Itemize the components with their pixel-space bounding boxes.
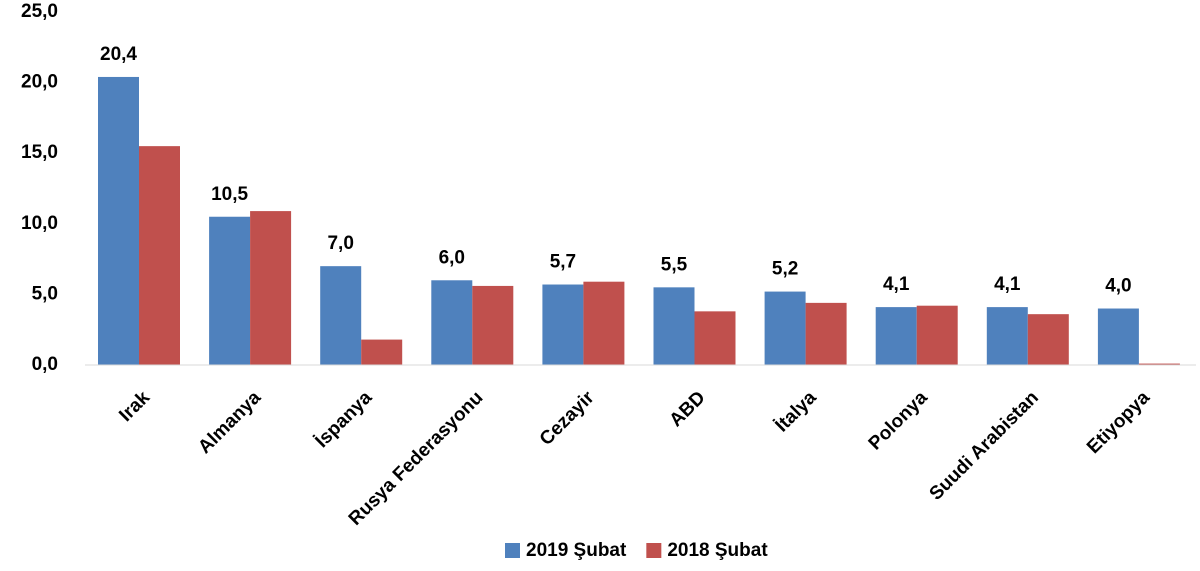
- x-tick-label: ABD: [666, 387, 710, 431]
- x-tick-label: Etiyopya: [1083, 387, 1154, 458]
- data-label: 4,1: [994, 274, 1021, 295]
- data-label: 4,1: [883, 274, 910, 295]
- data-label: 6,0: [439, 247, 465, 268]
- legend-swatch: [505, 543, 520, 558]
- y-tick-label: 10,0: [21, 213, 58, 234]
- data-label: 5,2: [772, 259, 798, 280]
- bar: [431, 280, 473, 365]
- x-tick-label: Polonya: [865, 387, 932, 454]
- x-tick-label: Suudi Arabistan: [926, 387, 1043, 504]
- bar: [583, 281, 625, 365]
- bar: [250, 211, 292, 365]
- data-label: 4,0: [1105, 276, 1131, 297]
- x-tick-label: Almanya: [194, 387, 265, 458]
- bar: [1027, 314, 1069, 365]
- bar: [320, 266, 362, 365]
- bar: [472, 285, 514, 365]
- x-tick-label: Irak: [115, 387, 154, 426]
- x-tick-label: İspanya: [311, 387, 376, 452]
- y-tick-label: 25,0: [21, 1, 58, 22]
- bar: [764, 291, 806, 365]
- bar: [986, 307, 1028, 365]
- x-tick-label: İtalya: [771, 387, 821, 437]
- y-tick-label: 20,0: [21, 72, 58, 93]
- bar: [1097, 308, 1139, 365]
- data-label: 10,5: [211, 184, 248, 205]
- bar: [139, 146, 180, 365]
- bar: [98, 76, 139, 366]
- bar: [361, 339, 403, 365]
- y-tick-label: 15,0: [21, 142, 58, 163]
- bar: [694, 311, 736, 365]
- bar: [1138, 363, 1180, 365]
- bar: [916, 305, 958, 365]
- legend-label: 2019 Şubat: [526, 540, 627, 561]
- bar: [542, 284, 584, 365]
- data-label: 20,4: [100, 44, 137, 65]
- bar: [653, 287, 695, 365]
- data-label: 5,5: [661, 254, 688, 275]
- bar: [875, 307, 917, 365]
- y-tick-label: 0,0: [32, 354, 58, 375]
- bar: [805, 302, 847, 365]
- x-tick-label: Cezayir: [536, 387, 599, 450]
- legend-label: 2018 Şubat: [667, 540, 768, 561]
- data-label: 5,7: [550, 252, 576, 273]
- data-label: 7,0: [327, 233, 353, 254]
- legend-swatch: [646, 543, 662, 558]
- bar: [209, 216, 251, 365]
- y-tick-label: 5,0: [32, 283, 58, 304]
